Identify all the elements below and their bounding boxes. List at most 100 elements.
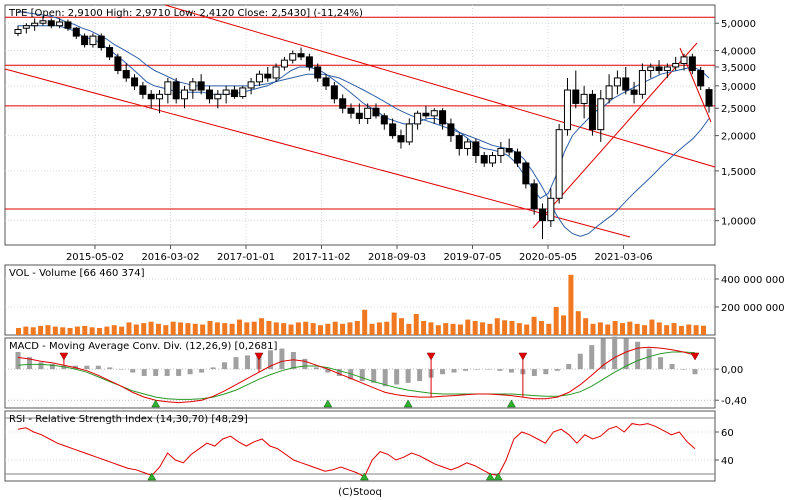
price-candle (230, 85, 238, 99)
buy-signal-marker (323, 399, 333, 408)
price-candle (522, 161, 530, 189)
volume-bars (16, 274, 706, 335)
candle-body (97, 35, 105, 49)
price-y-axis: 1,0000 1,5000 2,0000 2,5000 3,0000 3,5000 4,00… (715, 19, 756, 228)
macd-signal-markers (59, 352, 700, 408)
candle-body (239, 87, 247, 98)
price-candle (114, 53, 122, 75)
volume-bar (435, 325, 441, 335)
price-y-tick-label: 2,0000 (721, 132, 756, 143)
price-candle (297, 47, 305, 61)
candle-body (538, 208, 546, 222)
price-grid (5, 5, 715, 245)
price-candle (514, 148, 522, 167)
candle-body (156, 93, 164, 100)
candle-body (672, 63, 680, 68)
macd-histogram-bar (313, 367, 319, 370)
macd-histogram-bar (463, 369, 469, 371)
candle-body (580, 93, 588, 104)
rsi-line (17, 423, 696, 481)
volume-bar (701, 325, 706, 335)
volume-bar (347, 322, 353, 335)
trend-line-upper (164, 4, 716, 168)
candle-body (214, 93, 222, 100)
volume-bar (656, 322, 662, 335)
volume-bar (67, 328, 73, 335)
macd-histogram-bar (417, 369, 423, 382)
candle-body (189, 81, 197, 91)
macd-histogram-bar (49, 363, 55, 370)
price-candle (181, 85, 189, 109)
price-candle (680, 53, 688, 71)
volume-bar (457, 324, 463, 335)
price-candle (605, 74, 613, 104)
price-y-tick-label: 2,5000 (721, 104, 756, 115)
buy-signal-marker (506, 399, 516, 408)
candle-body (630, 89, 638, 95)
rsi-panel-title: RSI - Relative Strength Index (14,30,70)… (9, 414, 248, 425)
candle-body (264, 73, 272, 79)
volume-bar (89, 327, 95, 335)
macd-histogram-bar (84, 365, 90, 370)
trend-line-lower (4, 68, 631, 238)
price-candle (97, 33, 105, 51)
candle-body (197, 81, 205, 91)
candle-body (638, 70, 646, 95)
price-candle (389, 118, 397, 139)
macd-histogram-bar (130, 369, 136, 373)
candle-body (605, 85, 613, 100)
macd-histogram-bar (38, 362, 44, 370)
volume-bar (561, 315, 567, 335)
candle-body (297, 53, 305, 58)
candle-body (122, 70, 130, 79)
candle-body (455, 135, 463, 150)
volume-bar (340, 323, 346, 335)
volume-bar (104, 326, 110, 335)
price-candle (339, 94, 347, 114)
volume-bar (303, 321, 309, 335)
price-candle (156, 90, 164, 114)
candle-body (497, 148, 505, 157)
volume-bar (619, 323, 625, 335)
volume-bar (170, 321, 176, 335)
price-candle (272, 63, 280, 82)
volume-bar (178, 322, 184, 335)
sell-signal-marker (254, 352, 264, 361)
price-candle (613, 70, 621, 95)
volume-bar (45, 325, 51, 335)
volume-bar (538, 321, 544, 335)
candle-body (255, 73, 263, 83)
price-candle (672, 56, 680, 71)
price-candle (447, 118, 455, 142)
macd-histogram-bar (290, 352, 296, 370)
price-candle (397, 129, 405, 149)
volume-grid (5, 278, 715, 308)
macd-histogram-bar (623, 338, 629, 370)
price-candle (22, 23, 30, 34)
volume-bar (575, 311, 581, 335)
price-candle (264, 66, 272, 82)
volume-bar (325, 323, 331, 335)
volume-bar (376, 322, 382, 335)
candle-body (64, 21, 72, 29)
volume-bar (354, 321, 360, 335)
volume-bar (236, 319, 242, 335)
rsi-series (17, 423, 696, 478)
volume-bar (155, 323, 161, 335)
volume-bar (465, 319, 471, 335)
volume-bar (693, 325, 699, 335)
macd-histogram-bar (566, 363, 572, 370)
macd-histogram-bar (244, 355, 250, 370)
volume-bar (38, 325, 44, 335)
volume-bar (678, 325, 684, 335)
price-candle (380, 113, 388, 130)
volume-bar (391, 312, 397, 335)
volume-bar (399, 318, 405, 335)
volume-bar (185, 323, 191, 335)
macd-y-tick-label: -0,40 (721, 396, 747, 407)
volume-bar (16, 328, 21, 335)
price-candle (530, 179, 538, 215)
candle-body (305, 56, 313, 68)
macd-histogram-bar (118, 369, 124, 370)
